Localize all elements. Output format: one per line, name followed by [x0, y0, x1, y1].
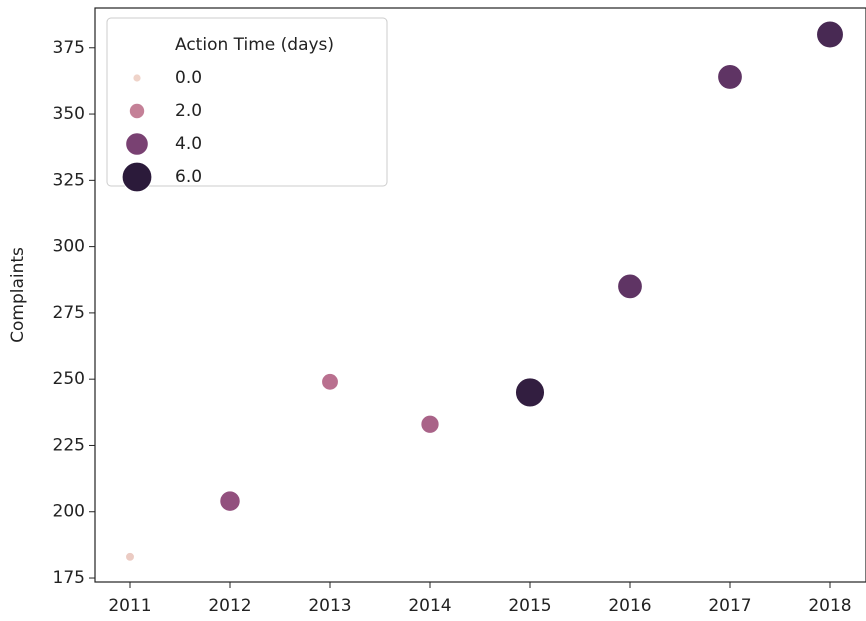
x-tick-label: 2011 — [108, 596, 151, 616]
data-point — [816, 20, 844, 49]
data-point — [125, 552, 135, 562]
x-tick-label: 2017 — [708, 596, 751, 616]
y-tick-label: 175 — [53, 568, 85, 588]
y-tick-label: 275 — [53, 303, 85, 323]
legend-label: 4.0 — [175, 134, 202, 154]
x-tick-label: 2013 — [308, 596, 351, 616]
y-tick-label: 375 — [53, 38, 85, 58]
data-point — [515, 377, 545, 408]
x-tick-label: 2018 — [808, 596, 851, 616]
y-tick-label: 200 — [53, 502, 85, 522]
x-tick-label: 2016 — [608, 596, 651, 616]
legend-label: 0.0 — [175, 68, 202, 88]
legend-label: 2.0 — [175, 101, 202, 121]
data-point — [717, 64, 743, 90]
legend-marker — [121, 161, 153, 193]
x-tick-label: 2015 — [508, 596, 551, 616]
x-tick-label: 2012 — [208, 596, 251, 616]
x-tick-label: 2014 — [408, 596, 451, 616]
y-tick-label: 225 — [53, 435, 85, 455]
y-tick-label: 325 — [53, 170, 85, 190]
legend-box — [106, 17, 388, 187]
legend-label: 6.0 — [175, 167, 202, 187]
y-axis-label: Complaints — [8, 247, 28, 343]
plot-frame — [94, 7, 866, 583]
legend-marker — [128, 103, 145, 120]
y-tick-label: 350 — [53, 104, 85, 124]
data-point — [321, 373, 339, 391]
y-tick-label: 300 — [53, 237, 85, 257]
legend-marker — [132, 73, 142, 83]
data-point — [420, 414, 440, 434]
legend-title: Action Time (days) — [175, 35, 334, 55]
data-point — [617, 273, 643, 300]
data-point — [219, 490, 241, 512]
y-tick-label: 250 — [53, 369, 85, 389]
legend-marker — [125, 132, 149, 156]
